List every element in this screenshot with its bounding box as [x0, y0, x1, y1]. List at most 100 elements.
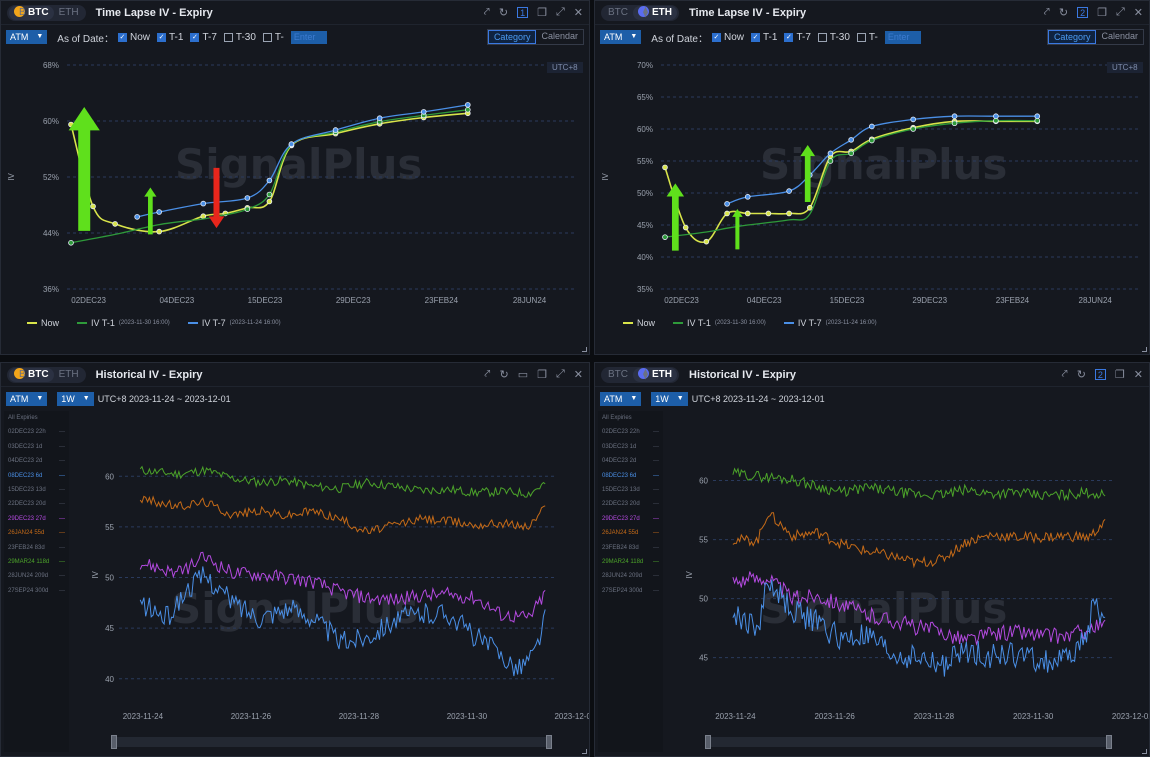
link-group-badge[interactable]: 1 — [517, 7, 529, 18]
share-icon[interactable]: ⤤ — [1061, 368, 1068, 380]
time-range-slider[interactable] — [705, 735, 1112, 749]
refresh-icon[interactable]: ↻ — [1058, 7, 1069, 19]
period-select[interactable]: 1W ▼ — [651, 392, 688, 406]
expiry-item[interactable]: 27SEP24 300d — — [8, 587, 65, 594]
coin-toggle[interactable]: B BTC ETH — [7, 366, 86, 383]
checkbox-t7[interactable]: ✓ T-7 — [190, 31, 217, 43]
link-group-badge[interactable]: 2 — [1094, 369, 1106, 380]
expiry-item[interactable]: All Expiries — [602, 415, 632, 421]
resize-handle[interactable] — [1142, 347, 1147, 352]
atm-select[interactable]: ATM ▼ — [600, 392, 642, 406]
coin-toggle-eth[interactable]: ⧫ ETH — [633, 5, 677, 20]
close-icon[interactable]: ✕ — [1133, 7, 1143, 19]
duplicate-icon[interactable]: ❐ — [1097, 7, 1107, 19]
checkbox-now[interactable]: ✓ Now — [117, 31, 150, 43]
slider-handle-start[interactable] — [705, 735, 711, 749]
coin-toggle-eth[interactable]: ⧫ ETH — [633, 367, 677, 382]
checkbox-t1[interactable]: ✓ T-1 — [157, 31, 184, 43]
expiry-item[interactable]: 08DEC23 6d — — [8, 472, 65, 479]
coin-toggle-eth[interactable]: ETH — [58, 368, 79, 380]
expiry-item[interactable]: 02DEC23 22h — — [602, 429, 659, 436]
tab-calendar[interactable]: Calendar — [1101, 31, 1138, 41]
expiry-item[interactable]: 29MAR24 118d — — [602, 558, 659, 565]
expiry-item[interactable]: 08DEC23 6d — — [602, 472, 659, 479]
share-icon[interactable]: ⤤ — [483, 6, 490, 18]
expiry-item[interactable]: 04DEC23 2d — — [8, 458, 65, 465]
legend-now[interactable]: Now — [41, 318, 60, 328]
close-icon[interactable]: ✕ — [573, 7, 583, 19]
expand-icon[interactable]: ⤢ — [1115, 6, 1125, 18]
tab-calendar[interactable]: Calendar — [541, 31, 578, 41]
refresh-icon[interactable]: ↻ — [498, 7, 509, 19]
coin-toggle-eth[interactable]: ETH — [58, 6, 79, 18]
slider-handle-end[interactable] — [1106, 735, 1112, 749]
x-tick-label: 15DEC23 — [830, 296, 865, 305]
expiry-item[interactable]: 28JUN24 209d — — [602, 573, 659, 580]
custom-days-input[interactable]: Enter — [884, 30, 921, 44]
expiry-item[interactable]: 03DEC23 1d — — [8, 443, 65, 450]
close-icon[interactable]: ✕ — [573, 369, 583, 381]
coin-toggle-btc[interactable]: B BTC — [9, 5, 54, 20]
expiry-item[interactable]: 26JAN24 55d — — [8, 530, 65, 537]
expiry-item[interactable]: 23FEB24 83d — — [602, 544, 659, 551]
share-icon[interactable]: ⤤ — [1043, 6, 1050, 18]
tab-category[interactable]: Category — [1047, 30, 1097, 44]
expand-icon[interactable]: ⤢ — [555, 6, 565, 18]
refresh-icon[interactable]: ↻ — [499, 369, 509, 381]
share-icon[interactable]: ⤤ — [484, 368, 491, 380]
time-range-slider[interactable] — [111, 735, 552, 749]
duplicate-icon[interactable]: ❐ — [537, 369, 547, 381]
checkbox-t1[interactable]: ✓ T-1 — [751, 31, 778, 43]
expiry-item[interactable]: 03DEC23 1d — — [602, 443, 659, 450]
expiry-item[interactable]: 15DEC23 13d — — [602, 486, 659, 493]
resize-handle[interactable] — [582, 347, 587, 352]
atm-select[interactable]: ATM ▼ — [6, 30, 48, 44]
atm-select[interactable]: ATM ▼ — [600, 30, 642, 44]
checkbox-t30[interactable]: T-30 — [223, 32, 256, 43]
atm-select[interactable]: ATM ▼ — [6, 392, 48, 406]
expiry-item[interactable]: 27SEP24 300d — — [602, 587, 659, 594]
custom-days-input[interactable]: Enter — [290, 30, 327, 44]
expiry-item[interactable]: 29DEC23 27d — — [8, 515, 65, 522]
checkbox-custom[interactable]: T- — [262, 32, 284, 43]
coin-toggle[interactable]: BTC ⧫ ETH — [601, 4, 679, 21]
legend-now[interactable]: Now — [637, 318, 656, 328]
refresh-icon[interactable]: ↻ — [1076, 369, 1086, 381]
coin-toggle[interactable]: B BTC ETH — [7, 4, 86, 21]
expiry-item[interactable]: 15DEC23 13d — — [8, 486, 65, 493]
expiry-item[interactable]: 29MAR24 118d — — [8, 558, 65, 565]
expiry-item[interactable]: 02DEC23 22h — — [8, 429, 65, 436]
expiry-item[interactable]: 28JUN24 209d — — [8, 573, 65, 580]
expiry-item[interactable]: 26JAN24 55d — — [602, 530, 659, 537]
duplicate-icon[interactable]: ❐ — [537, 7, 547, 19]
checkbox-now[interactable]: ✓ Now — [711, 31, 744, 43]
duplicate-icon[interactable]: ❐ — [1114, 369, 1125, 381]
coin-toggle[interactable]: BTC ⧫ ETH — [601, 366, 679, 383]
expiry-item[interactable]: All Expiries — [8, 415, 38, 421]
expand-icon[interactable]: ⤢ — [555, 368, 565, 380]
slider-handle-end[interactable] — [546, 735, 552, 749]
coin-toggle-btc[interactable]: BTC — [608, 6, 628, 18]
resize-handle[interactable] — [1142, 749, 1147, 754]
folder-icon[interactable]: ▭ — [517, 369, 529, 381]
coin-toggle-btc[interactable]: BTC — [608, 368, 628, 380]
legend-t1[interactable]: IV T-1 — [687, 318, 711, 328]
tab-category[interactable]: Category — [487, 30, 537, 44]
resize-handle[interactable] — [582, 749, 587, 754]
checkbox-t7[interactable]: ✓ T-7 — [784, 31, 811, 43]
legend-t7[interactable]: IV T-7 — [201, 318, 226, 328]
legend-t7[interactable]: IV T-7 — [797, 318, 822, 328]
link-group-badge[interactable]: 2 — [1077, 7, 1089, 18]
legend-t1[interactable]: IV T-1 — [91, 318, 115, 328]
close-icon[interactable]: ✕ — [1133, 369, 1143, 381]
slider-handle-start[interactable] — [111, 735, 117, 749]
period-select[interactable]: 1W ▼ — [57, 392, 94, 406]
coin-toggle-btc[interactable]: B BTC — [9, 367, 54, 382]
checkbox-custom[interactable]: T- — [856, 32, 878, 43]
expiry-item[interactable]: 22DEC23 20d — — [8, 501, 65, 508]
checkbox-t30[interactable]: T-30 — [817, 32, 850, 43]
expiry-item[interactable]: 22DEC23 20d — — [602, 501, 659, 508]
expiry-item[interactable]: 04DEC23 2d — — [602, 458, 659, 465]
expiry-item[interactable]: 29DEC23 27d — — [602, 515, 659, 522]
expiry-item[interactable]: 23FEB24 83d — — [8, 544, 65, 551]
